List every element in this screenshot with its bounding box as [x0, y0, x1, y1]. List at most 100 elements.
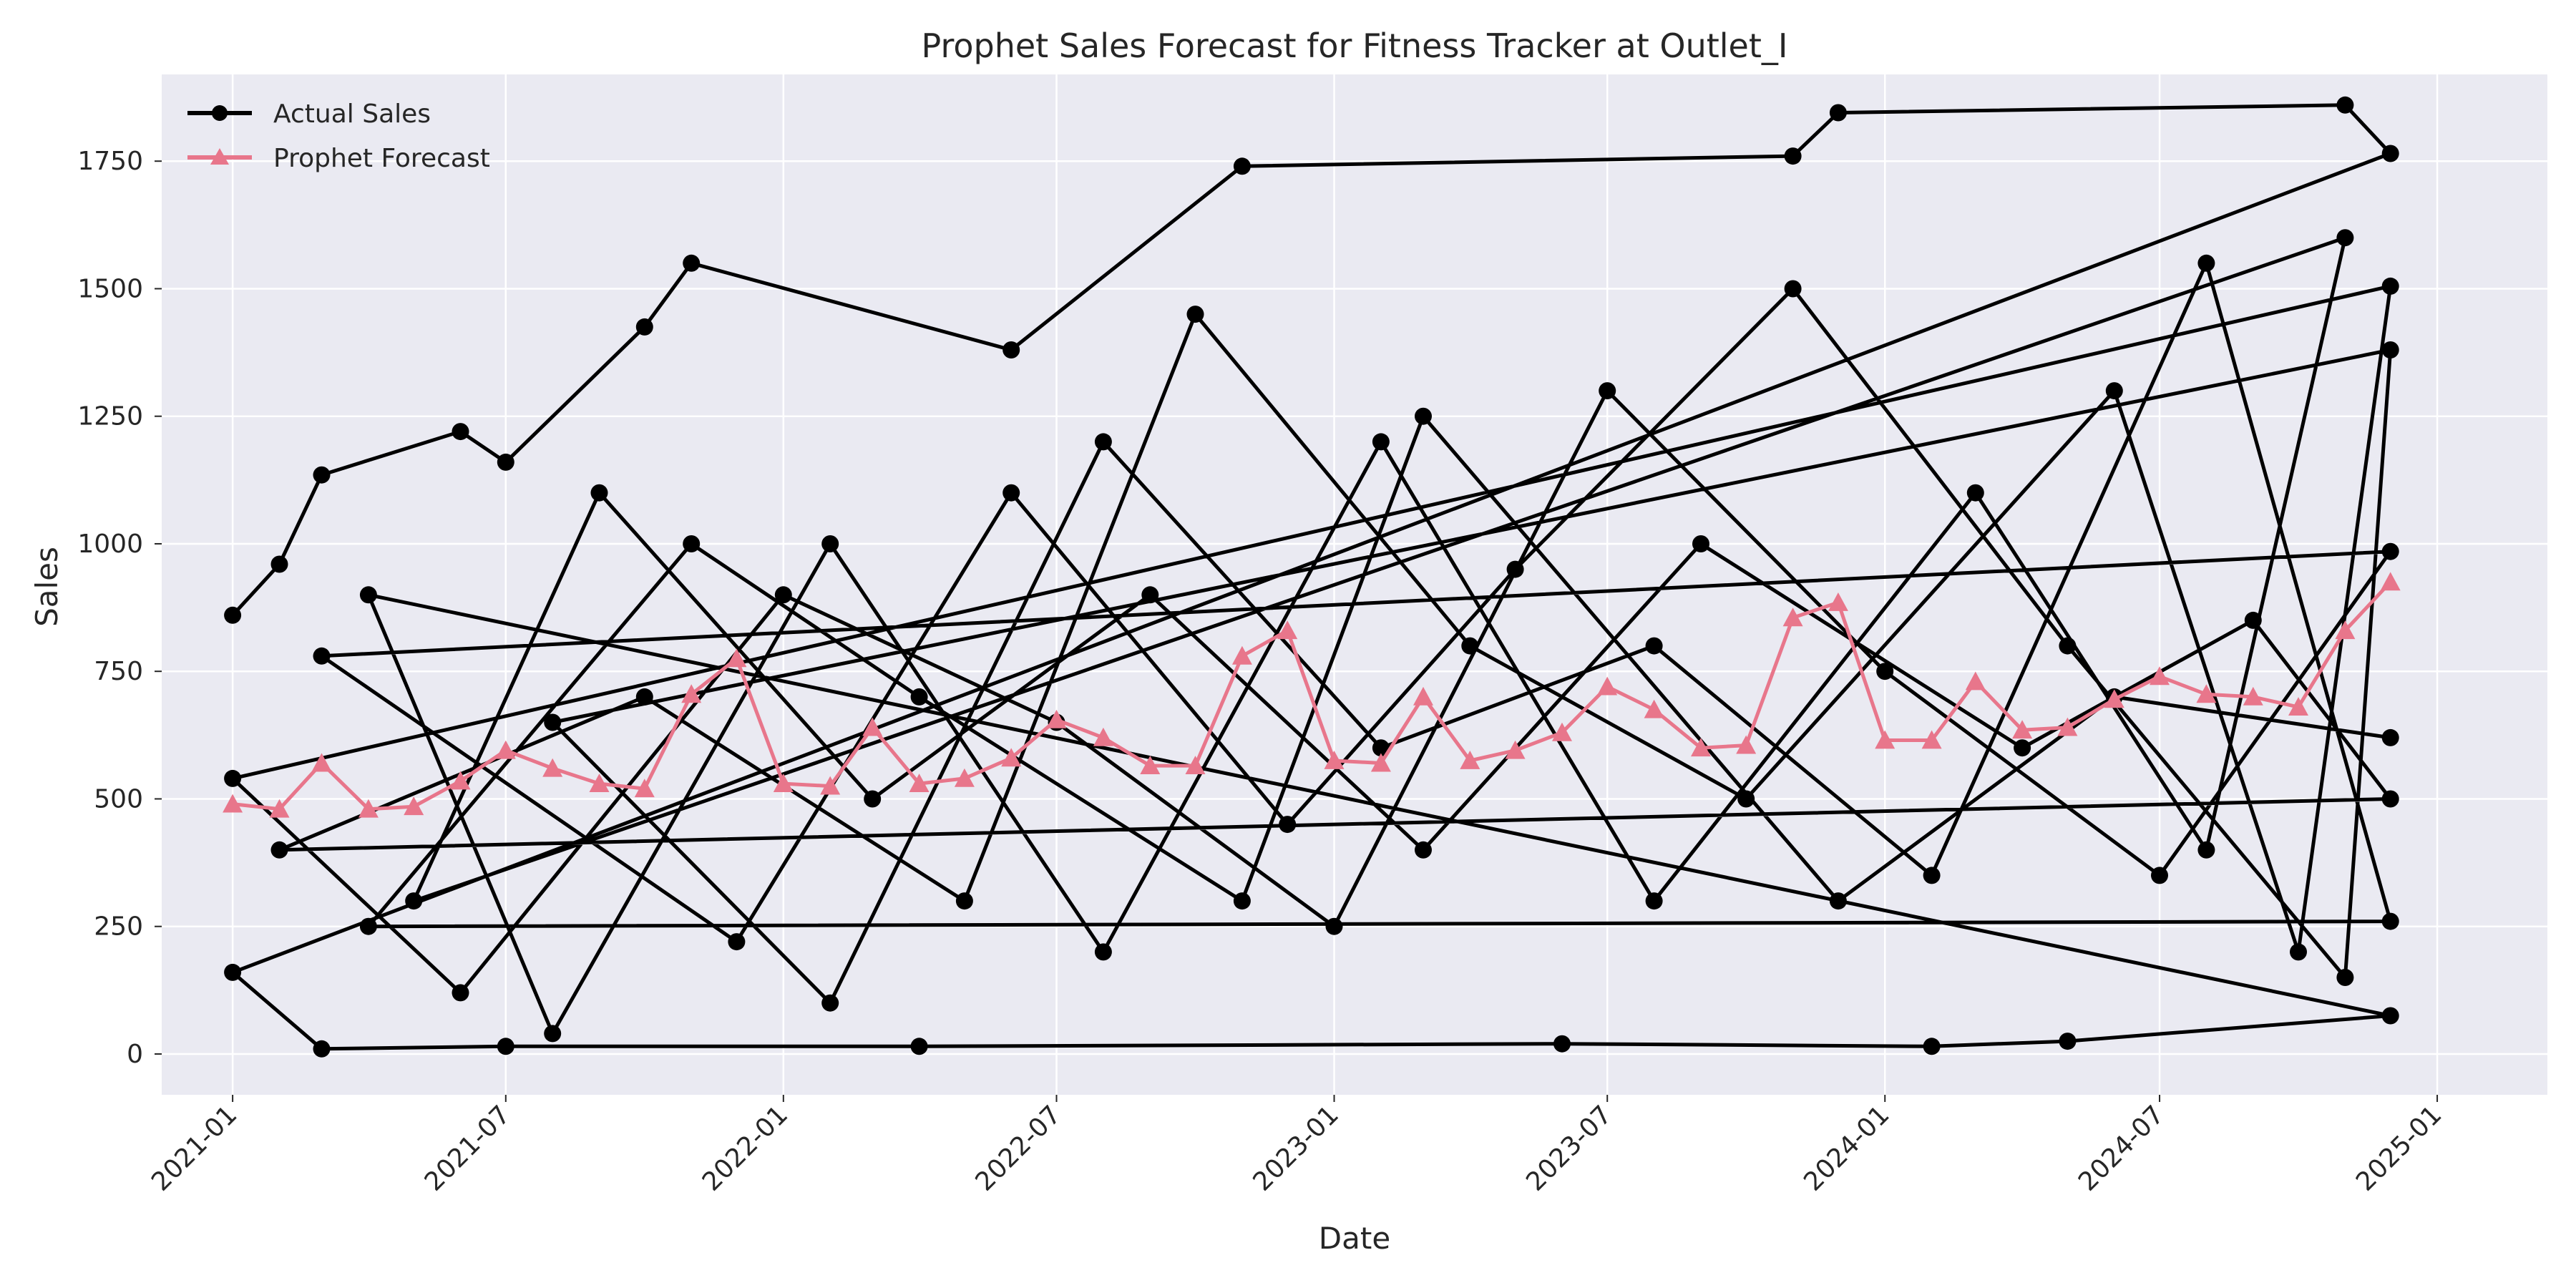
forecast-point [2012, 720, 2033, 739]
y-tick-label: 1750 [77, 147, 143, 176]
actual-sales-point [1692, 535, 1709, 552]
forecast-point [773, 774, 794, 792]
forecast-point [2057, 717, 2078, 736]
forecast-point [1277, 620, 1298, 640]
actual-sales-point [2197, 841, 2215, 859]
actual-sales-point [728, 933, 746, 951]
y-tick-label: 750 [94, 657, 143, 686]
actual-sales-point [2151, 867, 2168, 884]
forecast-point [726, 648, 747, 668]
actual-sales-point [2105, 382, 2123, 400]
actual-sales-point [313, 1040, 331, 1058]
actual-sales-series [224, 96, 2399, 1058]
actual-sales-point [1784, 147, 1802, 165]
forecast-point [1140, 756, 1161, 774]
actual-sales-point [2197, 254, 2215, 272]
forecast-point [1965, 671, 1986, 691]
actual-sales-point [1415, 841, 1432, 859]
actual-sales-point [359, 917, 377, 935]
actual-sales-point [1094, 433, 1112, 451]
forecast-point [2288, 697, 2308, 716]
forecast-point [1828, 592, 1848, 611]
forecast-point [2104, 689, 2124, 708]
forecast-point [1875, 730, 1896, 749]
actual-sales-point [1002, 341, 1020, 358]
forecast-point [1505, 740, 1526, 759]
forecast-point [1324, 751, 1345, 769]
legend-item-forecast: Prophet Forecast [187, 144, 490, 173]
legend-marker-actual [212, 105, 228, 121]
forecast-point [589, 774, 610, 792]
actual-sales-point [2336, 96, 2354, 114]
actual-sales-point [313, 466, 331, 484]
actual-sales-point [452, 423, 469, 441]
actual-sales-point [313, 647, 331, 665]
actual-sales-point [544, 1025, 562, 1043]
actual-sales-point [683, 254, 701, 272]
forecast-point [1001, 748, 1022, 767]
actual-sales-point [1279, 816, 1297, 834]
forecast-point [495, 740, 516, 759]
actual-sales-point [1233, 892, 1251, 910]
actual-sales-point [635, 318, 653, 336]
chart-title: Prophet Sales Forecast for Fitness Track… [922, 26, 1788, 65]
actual-sales-point [1553, 1035, 1571, 1053]
forecast-point [1413, 686, 1433, 706]
legend: Actual Sales Prophet Forecast [187, 99, 490, 173]
forecast-point [1185, 756, 1206, 774]
forecast-point [1370, 753, 1391, 772]
actual-sales-point [1876, 663, 1894, 680]
actual-sales-point [2381, 1007, 2399, 1025]
y-tick-label: 500 [94, 784, 143, 814]
actual-sales-point [2381, 542, 2399, 560]
actual-sales-point [864, 790, 882, 808]
actual-sales-point [2336, 229, 2354, 247]
actual-sales-point [2059, 637, 2077, 655]
actual-sales-point [590, 484, 608, 502]
actual-sales-point [1002, 484, 1020, 502]
forecast-point [450, 771, 471, 790]
actual-sales-point [1645, 637, 1663, 655]
actual-sales-point [1141, 586, 1159, 604]
actual-sales-point [497, 453, 514, 471]
forecast-point [2380, 572, 2401, 591]
actual-sales-point [1461, 637, 1479, 655]
forecast-point [820, 776, 841, 795]
actual-sales-point [1186, 306, 1204, 323]
actual-sales-point [1737, 790, 1755, 808]
prophet-forecast-series [223, 572, 2401, 818]
forecast-point [2243, 686, 2263, 706]
legend-label-forecast: Prophet Forecast [273, 144, 490, 173]
forecast-point [2150, 666, 2170, 686]
actual-sales-point [1599, 382, 1616, 400]
actual-sales-point [497, 1038, 514, 1055]
legend-item-actual: Actual Sales [187, 99, 431, 129]
actual-sales-point [774, 586, 792, 604]
actual-sales-point [910, 1038, 928, 1055]
actual-sales-point [683, 535, 701, 552]
actual-sales-point [2381, 145, 2399, 162]
actual-sales-point [1645, 892, 1663, 910]
actual-sales-point [2381, 912, 2399, 930]
actual-sales-point [2381, 341, 2399, 358]
forecast-point [1644, 699, 1664, 718]
actual-sales-point [1415, 407, 1432, 425]
actual-sales-point [1923, 1038, 1941, 1055]
forecast-point [909, 774, 930, 792]
forecast-point [269, 799, 290, 818]
actual-sales-point [544, 713, 562, 731]
actual-sales-point [2014, 739, 2031, 757]
actual-sales-point [2336, 969, 2354, 986]
actual-sales-point [910, 688, 928, 706]
actual-sales-point [955, 892, 973, 910]
y-tick-label: 1000 [77, 530, 143, 559]
forecast-point [223, 794, 243, 813]
forecast-point [1921, 730, 1942, 749]
actual-sales-point [1372, 433, 1390, 451]
actual-sales-point [270, 555, 288, 573]
actual-sales-point [2381, 728, 2399, 746]
legend-label-actual: Actual Sales [273, 99, 431, 129]
forecast-point [1552, 722, 1572, 741]
actual-sales-point [1829, 104, 1847, 122]
